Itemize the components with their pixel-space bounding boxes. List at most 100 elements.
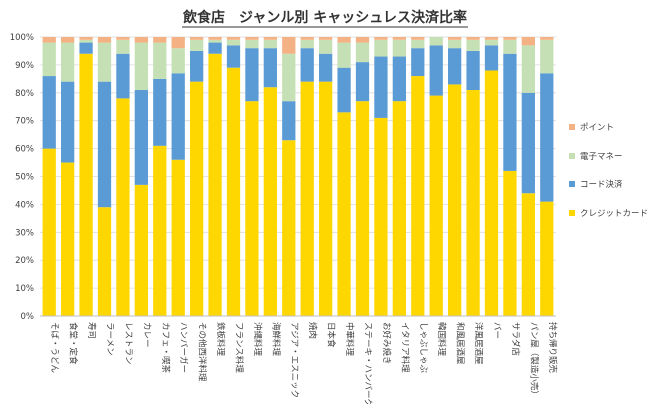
bar-segment: [42, 148, 56, 316]
x-category-label: パン屋（製造小売）: [528, 322, 539, 399]
bar-segment: [337, 112, 351, 316]
bar-segment: [300, 39, 314, 49]
bar-segment: [429, 37, 443, 46]
bar-segment: [448, 37, 462, 40]
chart-title: 飲食店 ジャンル別 キャッシュレス決済比率: [182, 9, 467, 26]
y-tick-label: 100%: [10, 33, 34, 43]
bar-segment: [226, 39, 241, 46]
bar-segment: [521, 37, 535, 46]
bar-segment: [153, 78, 167, 146]
legend-label: コード決済: [580, 179, 623, 190]
bar-segment: [448, 39, 462, 49]
x-category-label: 海鮮料理: [270, 322, 281, 357]
bar-segment: [540, 39, 554, 74]
bar-segment: [521, 45, 535, 93]
bar-segment: [521, 193, 535, 316]
bar-segment: [134, 42, 148, 91]
bar-segment: [190, 50, 204, 82]
bar-segment: [245, 101, 259, 316]
bar-segment: [245, 37, 259, 40]
bar-segment: [282, 37, 296, 54]
bar-segment: [134, 184, 148, 316]
bar-segment: [337, 37, 351, 43]
bar-segment: [540, 37, 554, 40]
bar-segment: [79, 53, 93, 317]
bar-segment: [355, 101, 370, 316]
x-category-label: ステーキ・ハンバーグ: [363, 322, 374, 404]
x-category-label: 中華料理: [344, 322, 355, 357]
bar-segment: [153, 37, 167, 43]
bar-segment: [116, 37, 130, 40]
bar-segment: [226, 37, 241, 40]
bar-segment: [503, 37, 517, 40]
bar-segment: [355, 62, 370, 102]
bar-segment: [245, 48, 259, 102]
bar-segment: [190, 37, 204, 40]
bar-segment: [61, 162, 75, 316]
bar-segment: [208, 42, 222, 54]
bar-segment: [466, 37, 480, 40]
bar-segment: [429, 45, 443, 96]
x-category-label: ラーメン: [105, 322, 115, 356]
bar-segment: [171, 48, 185, 74]
bar-segment: [355, 37, 370, 43]
x-category-label: お好み焼き: [381, 322, 392, 365]
bar-segment: [337, 67, 351, 113]
x-category-label: サラダ店: [510, 322, 521, 357]
bar-segment: [503, 39, 517, 54]
bar-segment: [42, 42, 56, 77]
x-category-label: カフェ・喫茶: [160, 322, 171, 374]
x-category-label: 洋風居酒屋: [473, 322, 484, 365]
y-tick-label: 50%: [15, 173, 34, 183]
bar-segment: [319, 81, 333, 316]
bar-segment: [208, 37, 222, 40]
bar-segment: [374, 56, 388, 118]
bar-segment: [208, 53, 222, 317]
bars: [42, 37, 554, 317]
bar-segment: [282, 101, 296, 141]
bar-segment: [484, 37, 499, 40]
x-category-label: 沖縄料理: [252, 322, 263, 357]
bar-segment: [263, 87, 277, 316]
bar-segment: [429, 95, 443, 316]
bar-segment: [134, 90, 148, 185]
bar-segment: [300, 48, 314, 82]
bar-segment: [392, 56, 406, 102]
y-tick-label: 0%: [21, 312, 35, 322]
bar-segment: [484, 39, 499, 46]
legend-swatch: [569, 210, 575, 216]
bar-segment: [448, 48, 462, 85]
x-category-label: 鉄板料理: [215, 322, 226, 357]
x-category-label: そば・うどん: [49, 322, 59, 374]
bar-segment: [484, 70, 499, 316]
bar-segment: [61, 81, 75, 163]
bar-segment: [171, 73, 185, 160]
bar-segment: [392, 39, 406, 57]
bar-segment: [171, 159, 185, 316]
bar-segment: [484, 45, 499, 71]
bar-segment: [97, 37, 112, 43]
x-category-label: しゃぶしゃぶ: [418, 322, 428, 374]
x-category-label: イタリア料理: [399, 322, 410, 373]
bar-segment: [153, 42, 167, 79]
bar-segment: [411, 37, 425, 40]
legend-label: クレジットカード: [580, 209, 648, 219]
x-category-label: フランス料理: [234, 322, 245, 373]
bar-segment: [540, 73, 554, 202]
bar-segment: [411, 39, 425, 49]
bar-segment: [79, 39, 93, 43]
bar-segment: [245, 39, 259, 49]
bar-segment: [540, 201, 554, 316]
bar-segment: [282, 53, 296, 102]
x-category-label: アジア・エスニック: [289, 322, 299, 398]
bar-segment: [392, 37, 406, 40]
x-category-label: 韓国料理: [436, 322, 447, 357]
bar-segment: [263, 39, 277, 49]
bar-segment: [97, 42, 112, 82]
y-tick-label: 90%: [15, 61, 34, 71]
y-axis: 0% 10% 20% 30% 40% 50% 60% 70% 80% 90% 100%: [10, 33, 34, 322]
bar-segment: [116, 39, 130, 54]
x-category-label: 和風居酒屋: [455, 322, 465, 365]
bar-segment: [208, 39, 222, 43]
